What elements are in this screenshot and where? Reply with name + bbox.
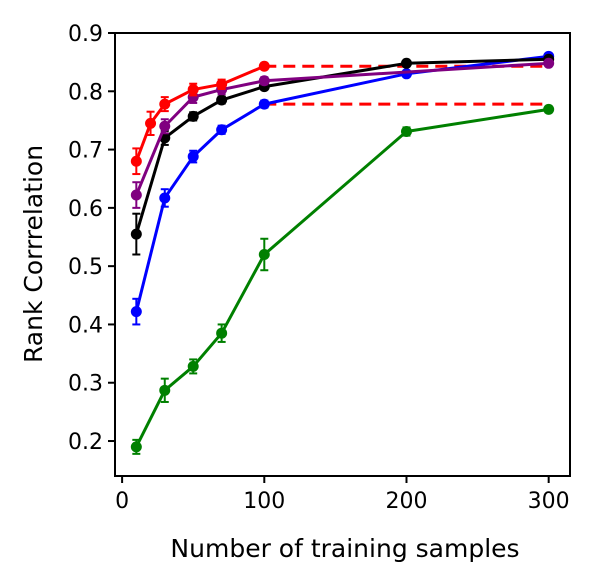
data-point <box>130 306 142 318</box>
x-tick-label: 300 <box>528 489 570 514</box>
series-line <box>134 61 549 196</box>
data-point <box>258 249 270 260</box>
y-tick-label: 0.2 <box>68 430 103 455</box>
data-point <box>130 155 142 167</box>
data-point <box>216 124 228 136</box>
series-group <box>130 60 270 176</box>
data-point <box>159 192 171 204</box>
x-tick-label: 200 <box>385 489 427 514</box>
data-point <box>216 78 228 90</box>
axis-ticks: 0 100 200 300 0.2 0.3 0.4 0.5 0.6 0.7 0.8 0.9 <box>68 22 570 514</box>
data-point <box>187 360 199 372</box>
data-point <box>159 98 171 110</box>
y-tick-label: 0.4 <box>68 313 103 338</box>
data-point <box>130 228 142 240</box>
data-point <box>159 384 171 396</box>
y-tick-label: 0.8 <box>68 80 103 105</box>
y-tick-label: 0.6 <box>68 197 103 222</box>
y-tick-label: 0.5 <box>68 255 103 280</box>
data-point <box>187 151 199 163</box>
data-point <box>130 189 142 201</box>
x-axis-label: Number of training samples <box>170 534 519 563</box>
series-group <box>130 103 555 455</box>
data-point <box>543 103 555 115</box>
data-point <box>216 94 228 106</box>
data-point <box>543 57 555 69</box>
data-point <box>258 75 270 87</box>
data-point <box>258 98 270 110</box>
y-tick-label: 0.7 <box>68 139 103 164</box>
data-point <box>187 84 199 96</box>
data-series <box>130 50 555 455</box>
data-point <box>216 327 228 339</box>
data-point <box>258 60 270 72</box>
data-point <box>400 126 412 138</box>
y-axis-label: Rank Corrrelation <box>19 145 48 363</box>
data-point <box>400 57 412 69</box>
series-line <box>134 64 265 162</box>
data-point <box>400 68 412 80</box>
data-point <box>159 120 171 132</box>
data-point <box>130 441 142 453</box>
plot-area-frame <box>114 32 571 477</box>
x-tick-label: 100 <box>243 489 285 514</box>
y-tick-label: 0.9 <box>68 22 103 47</box>
y-tick-label: 0.3 <box>68 372 103 397</box>
data-point <box>187 91 199 103</box>
data-point <box>187 110 199 122</box>
x-tick-label: 0 <box>115 489 129 514</box>
data-point <box>145 117 157 129</box>
